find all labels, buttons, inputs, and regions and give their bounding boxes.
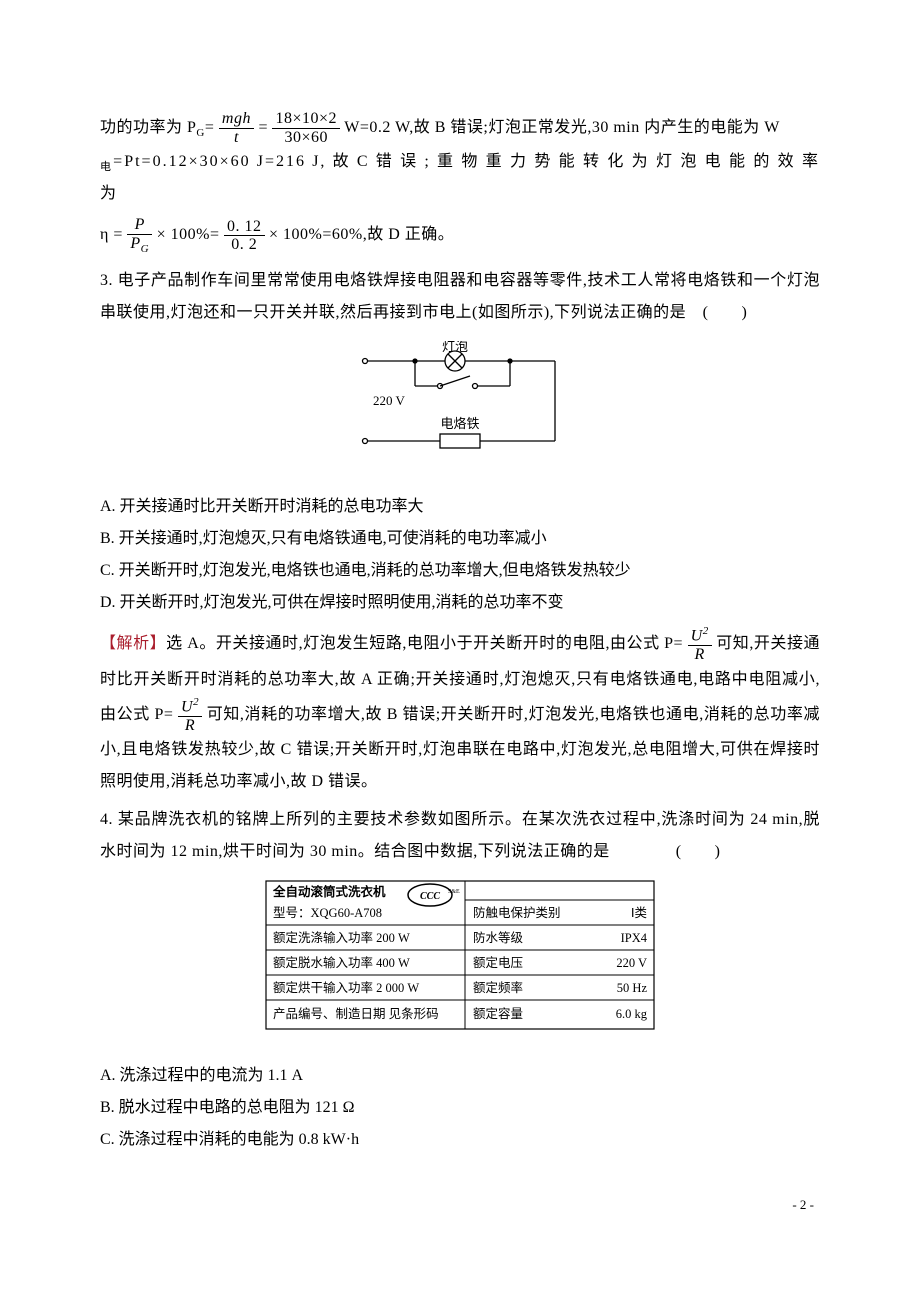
q4-choice-b: B. 脱水过程中电路的总电阻为 121 Ω [100,1092,820,1124]
q4-choice-c: C. 洗涤过程中消耗的电能为 0.8 kW·h [100,1124,820,1156]
frac3-den: PG [127,235,152,255]
pct2: × 100%=60%,故 D 正确。 [269,226,454,243]
frac-u2r-2: U2 R [178,696,202,735]
plate-r3l: 额定电压 [473,955,523,970]
sol3-text1: 选 A。开关接通时,灯泡发生短路,电阻小于开关断开时的电阻,由公式 P= [166,635,683,652]
q4-stem: 4. 某品牌洗衣机的铭牌上所列的主要技术参数如图所示。在某次洗衣过程中,洗涤时间… [100,804,820,868]
plate-r3v: 220 V [616,956,647,970]
frac-012-02: 0. 12 0. 2 [224,218,265,254]
pct1: × 100%= [157,226,220,243]
plate-r1v: Ⅰ类 [631,906,648,920]
frac1-num: mgh [219,110,254,129]
svg-text:S&E: S&E [448,889,460,895]
q4-plate-figure: CCC S&E 全自动滚筒式洗衣机 型号：XQG60-A708 额定洗涤输入功率… [100,880,820,1042]
plate-r1l: 防触电保护类别 [473,905,561,920]
plate-model: 型号：XQG60-A708 [273,906,382,920]
top-equation-para: 功的功率为 PG= mgh t = 18×10×2 30×60 W=0.2 W,… [100,110,820,146]
frac-mght: mgh t [219,110,254,146]
q3-stem: 3. 电子产品制作车间里常常使用电烙铁焊接电阻器和电容器等零件,技术工人常将电烙… [100,265,820,329]
voltage-label: 220 V [373,393,406,408]
plate-l3: 额定烘干输入功率 2 000 W [273,980,419,995]
frac3-den-p: P [130,235,140,252]
frac4-num: 0. 12 [224,218,265,237]
plate-r5l: 额定容量 [473,1006,523,1021]
frac3-den-sub: G [141,243,149,255]
plate-r4v: 50 Hz [617,981,648,995]
eq-sign-1: = [205,119,215,136]
eta-line: η = P PG × 100%= 0. 12 0. 2 × 100%=60%,故… [100,216,820,255]
eta-pref: η = [100,226,123,243]
u2-num1: U2 [688,625,712,646]
frac4-den: 0. 2 [224,236,265,254]
iron-label: 电烙铁 [440,416,479,431]
plate-r5v: 6.0 kg [616,1007,648,1021]
plate-r2l: 防水等级 [473,930,524,945]
sq-sup-2: 2 [193,696,199,708]
q3-choices: A. 开关接通时比开关断开时消耗的总电功率大 B. 开关接通时,灯泡熄灭,只有电… [100,491,820,619]
q3-choice-d: D. 开关断开时,灯泡发光,可供在焊接时照明使用,消耗的总功率不变 [100,587,820,619]
plate-r2v: IPX4 [621,931,648,945]
q3-circuit-figure: 灯泡 220 V 电烙铁 [100,341,820,473]
u-sym-1: U [691,628,703,645]
plate-l4: 产品编号、制造日期 见条形码 [273,1006,439,1021]
top-eq-line2: 电=Pt=0.12×30×60 J=216 J, 故 C 错 误 ; 重 物 重… [100,146,820,210]
eq-sep: = [258,119,268,136]
page-root: 功的功率为 PG= mgh t = 18×10×2 30×60 W=0.2 W,… [0,0,920,1258]
circuit-svg: 灯泡 220 V 电烙铁 [345,341,575,461]
svg-text:CCC: CCC [420,891,440,902]
plate-header: 全自动滚筒式洗衣机 [272,884,386,899]
q3-choice-c: C. 开关断开时,灯泡发光,电烙铁也通电,消耗的总功率增大,但电烙铁发热较少 [100,555,820,587]
lamp-label: 灯泡 [442,341,468,354]
q4-choice-a: A. 洗涤过程中的电流为 1.1 A [100,1060,820,1092]
frac-u2r-1: U2 R [688,625,712,664]
sol3: 【解析】选 A。开关接通时,灯泡发生短路,电阻小于开关断开时的电阻,由公式 P=… [100,625,820,798]
frac2-num: 18×10×2 [272,110,340,129]
page-number: - 2 - [100,1192,820,1218]
q3-choice-a: A. 开关接通时比开关断开时消耗的总电功率大 [100,491,820,523]
top-eq-prefix: 功的功率为 P [100,119,196,136]
plate-l2: 额定脱水输入功率 400 W [273,955,410,970]
q4-choices: A. 洗涤过程中的电流为 1.1 A B. 脱水过程中电路的总电阻为 121 Ω… [100,1060,820,1156]
after-text: W=0.2 W,故 B 错误;灯泡正常发光,30 min 内产生的电能为 W [344,119,780,136]
u2-num2: U2 [178,696,202,717]
frac3-num: P [127,216,152,235]
plate-l1: 额定洗涤输入功率 200 W [273,930,410,945]
q3-choice-b: B. 开关接通时,灯泡熄灭,只有电烙铁通电,可使消耗的电功率减小 [100,523,820,555]
frac1-den: t [219,129,254,147]
r-den2: R [178,717,202,735]
r-den1: R [688,646,712,664]
pg-subscript: G [196,127,204,139]
plate-r4l: 额定频率 [473,980,523,995]
frac-p-pg: P PG [127,216,152,255]
sub-dian: 电 [100,161,113,173]
sol3-text3: 可知,消耗的功率增大,故 B 错误;开关断开时,灯泡发光,电烙铁也通电,消耗的总… [100,706,820,791]
u-sym-2: U [181,698,193,715]
plate-svg: CCC S&E 全自动滚筒式洗衣机 型号：XQG60-A708 额定洗涤输入功率… [265,880,655,1030]
line2-text: =Pt=0.12×30×60 J=216 J, 故 C 错 误 ; 重 物 重 … [100,153,820,202]
frac2-den: 30×60 [272,129,340,147]
frac-numeric: 18×10×2 30×60 [272,110,340,146]
sol3-label: 【解析】 [100,635,166,652]
sq-sup-1: 2 [703,625,709,637]
